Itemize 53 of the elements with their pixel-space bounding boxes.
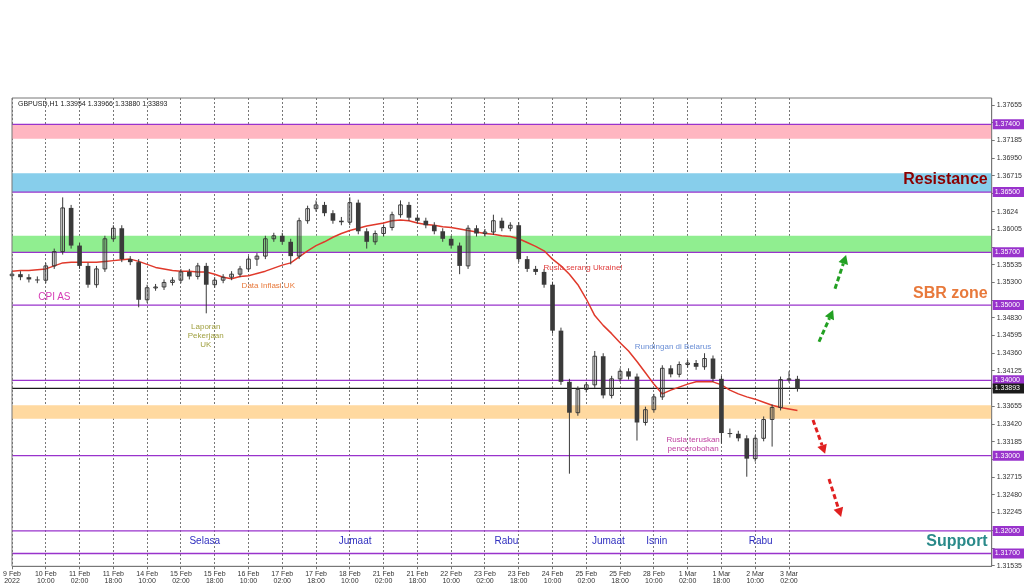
candlestick: [769, 403, 775, 448]
candlestick: [102, 235, 108, 273]
annotation: Rusia teruskan pencerobohan: [666, 435, 720, 454]
candlestick: [651, 393, 657, 414]
candlestick: [592, 350, 598, 389]
annotation: Laporan Pekerjaan UK: [187, 321, 224, 349]
candlestick: [60, 196, 65, 256]
candlestick: [491, 214, 496, 236]
candlestick: [94, 265, 99, 289]
annotation: Data Inflasi UK: [241, 280, 296, 290]
candlestick: [77, 242, 82, 270]
candlestick: [144, 284, 150, 304]
candlestick: [51, 248, 57, 270]
candlestick: [643, 406, 648, 427]
annotation: Rabu: [494, 535, 519, 547]
annotation: Support: [926, 532, 989, 550]
candlestick: [220, 273, 226, 284]
annotation: CPI AS: [38, 290, 71, 302]
candlestick: [381, 223, 386, 238]
annotation: Jumaat: [338, 535, 372, 547]
annotation: SBR zone: [913, 284, 988, 302]
candlestick: [744, 434, 750, 478]
candlestick: [482, 228, 488, 238]
candlestick: [752, 434, 758, 463]
candlestick: [457, 242, 462, 275]
candlestick: [313, 199, 319, 213]
candlestick: [237, 265, 243, 278]
candlestick: [389, 211, 395, 232]
annotation: Resistance: [903, 170, 988, 188]
candlestick: [288, 238, 294, 265]
candlestick: [778, 376, 783, 411]
candlestick: [575, 385, 581, 417]
candlestick: [43, 262, 49, 284]
candlestick: [465, 224, 471, 270]
candlestick: [609, 375, 614, 399]
candlestick: [254, 252, 260, 267]
candlestick: [693, 359, 699, 371]
annotation: Selasa: [189, 535, 221, 547]
candlestick: [178, 268, 184, 284]
annotation: Jumaat: [591, 535, 625, 547]
candlestick: [161, 278, 167, 291]
candlestick: [761, 415, 766, 442]
annotation: Rabu: [748, 535, 773, 547]
candlestick: [347, 196, 353, 226]
annotation: Rundingan di Belarus: [634, 342, 712, 352]
candlestick: [617, 367, 623, 383]
candlestick: [296, 217, 302, 260]
annotation: Isnin: [646, 535, 668, 547]
candlestick: [659, 364, 665, 401]
candlestick: [364, 227, 370, 250]
candlestick: [263, 235, 268, 260]
candlestick: [305, 205, 310, 225]
candlestick: [203, 262, 209, 314]
